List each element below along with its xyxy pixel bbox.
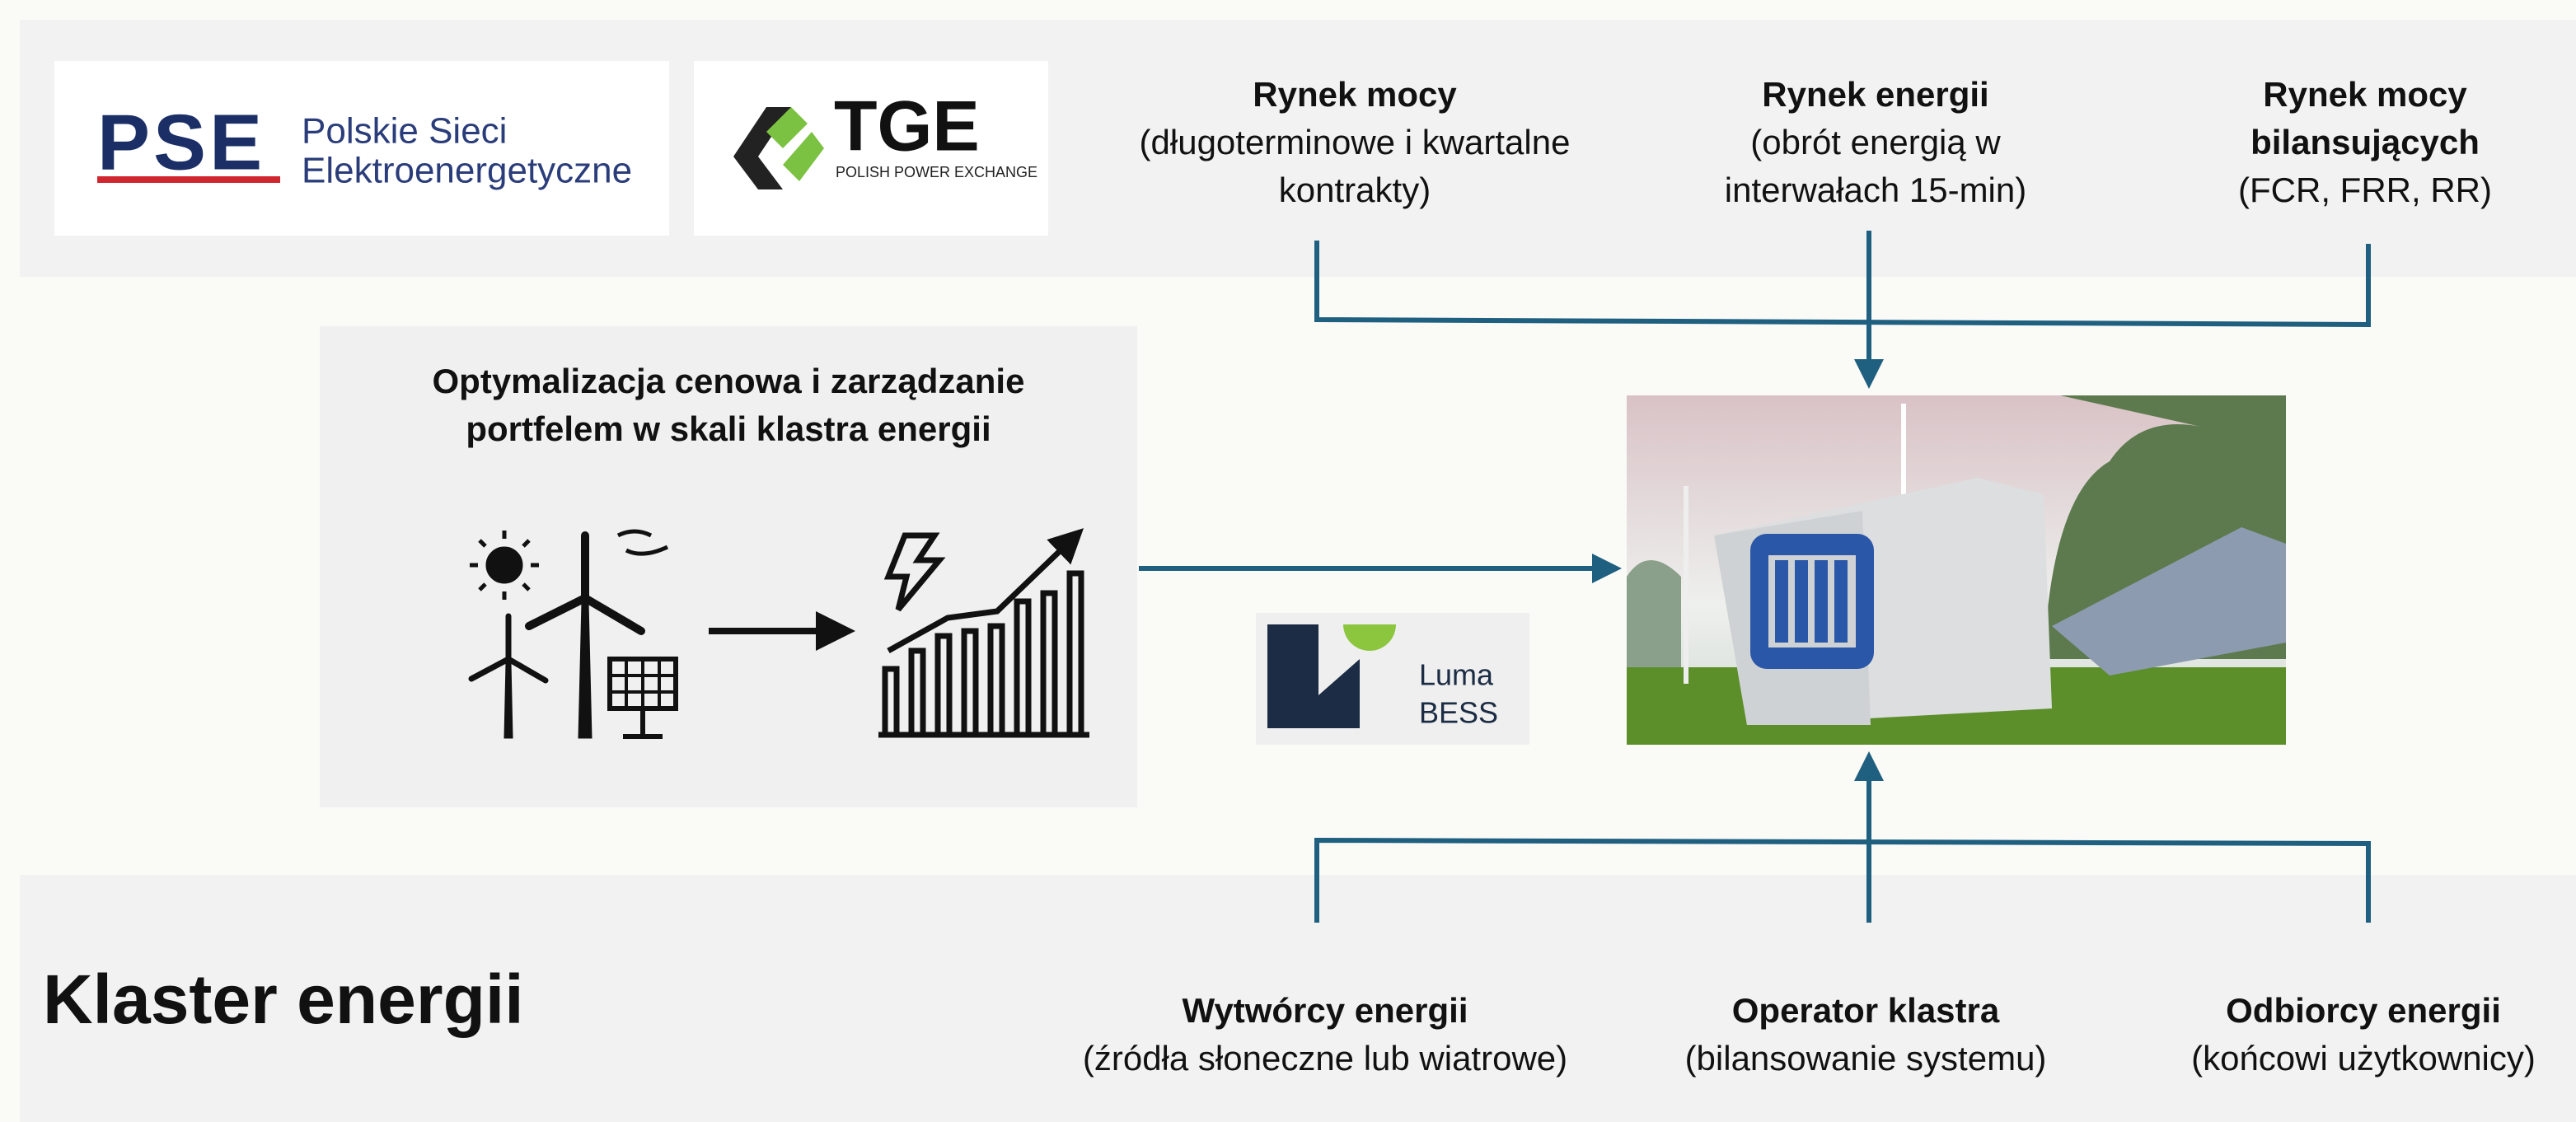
pse-mark: PSE [97,98,265,186]
market-title: Rynek mocy [1253,75,1457,114]
cluster-title: Klaster energii [43,961,524,1038]
optimization-title: portfelem w skali klastra energii [466,409,991,448]
market-description: (FCR, FRR, RR) [2238,171,2492,209]
market-description: (obrót energią w [1750,123,2001,161]
participant-description: (źródła słoneczne lub wiatrowe) [1083,1039,1567,1078]
battery-photo [1627,395,2286,745]
market-description: (długoterminowe i kwartalne [1140,123,1571,161]
pse-name: Elektroenergetyczne [302,151,632,191]
participant-description: (bilansowanie systemu) [1685,1039,2047,1078]
luma-name: BESS [1419,696,1498,730]
tge-logo: TGE POLISH POWER EXCHANGE [694,61,1048,236]
tge-mark: TGE [834,87,980,166]
market-title: Rynek mocy [2263,75,2467,114]
page: {"logos":{"pse":{"mark":"PSE","name":["P… [0,0,2576,1122]
pse-name: Polskie Sieci [302,111,507,152]
optimization-title: Optymalizacja cenowa i zarządzanie [433,362,1025,400]
participant-title: Odbiorcy energii [2226,991,2501,1030]
participant-description: (końcowi użytkownicy) [2191,1039,2536,1078]
market: Rynek mocy (długoterminowe i kwartalne k… [1140,75,2492,209]
luma-logo: Luma BESS [1256,613,1529,745]
luma-name: Luma [1419,658,1494,692]
market-title: bilansujących [2250,123,2480,161]
diagram: PSE Polskie Sieci Elektroenergetyczne TG… [0,0,2576,1122]
participant-title: Wytwórcy energii [1183,991,1468,1030]
market-description: interwałach 15-min) [1725,171,2026,209]
market-title: Rynek energii [1762,75,1988,114]
pse-logo: PSE Polskie Sieci Elektroenergetyczne [54,61,669,236]
market-description: kontrakty) [1279,171,1431,209]
tge-tagline: POLISH POWER EXCHANGE [836,164,1037,180]
participant-title: Operator klastra [1732,991,2000,1030]
